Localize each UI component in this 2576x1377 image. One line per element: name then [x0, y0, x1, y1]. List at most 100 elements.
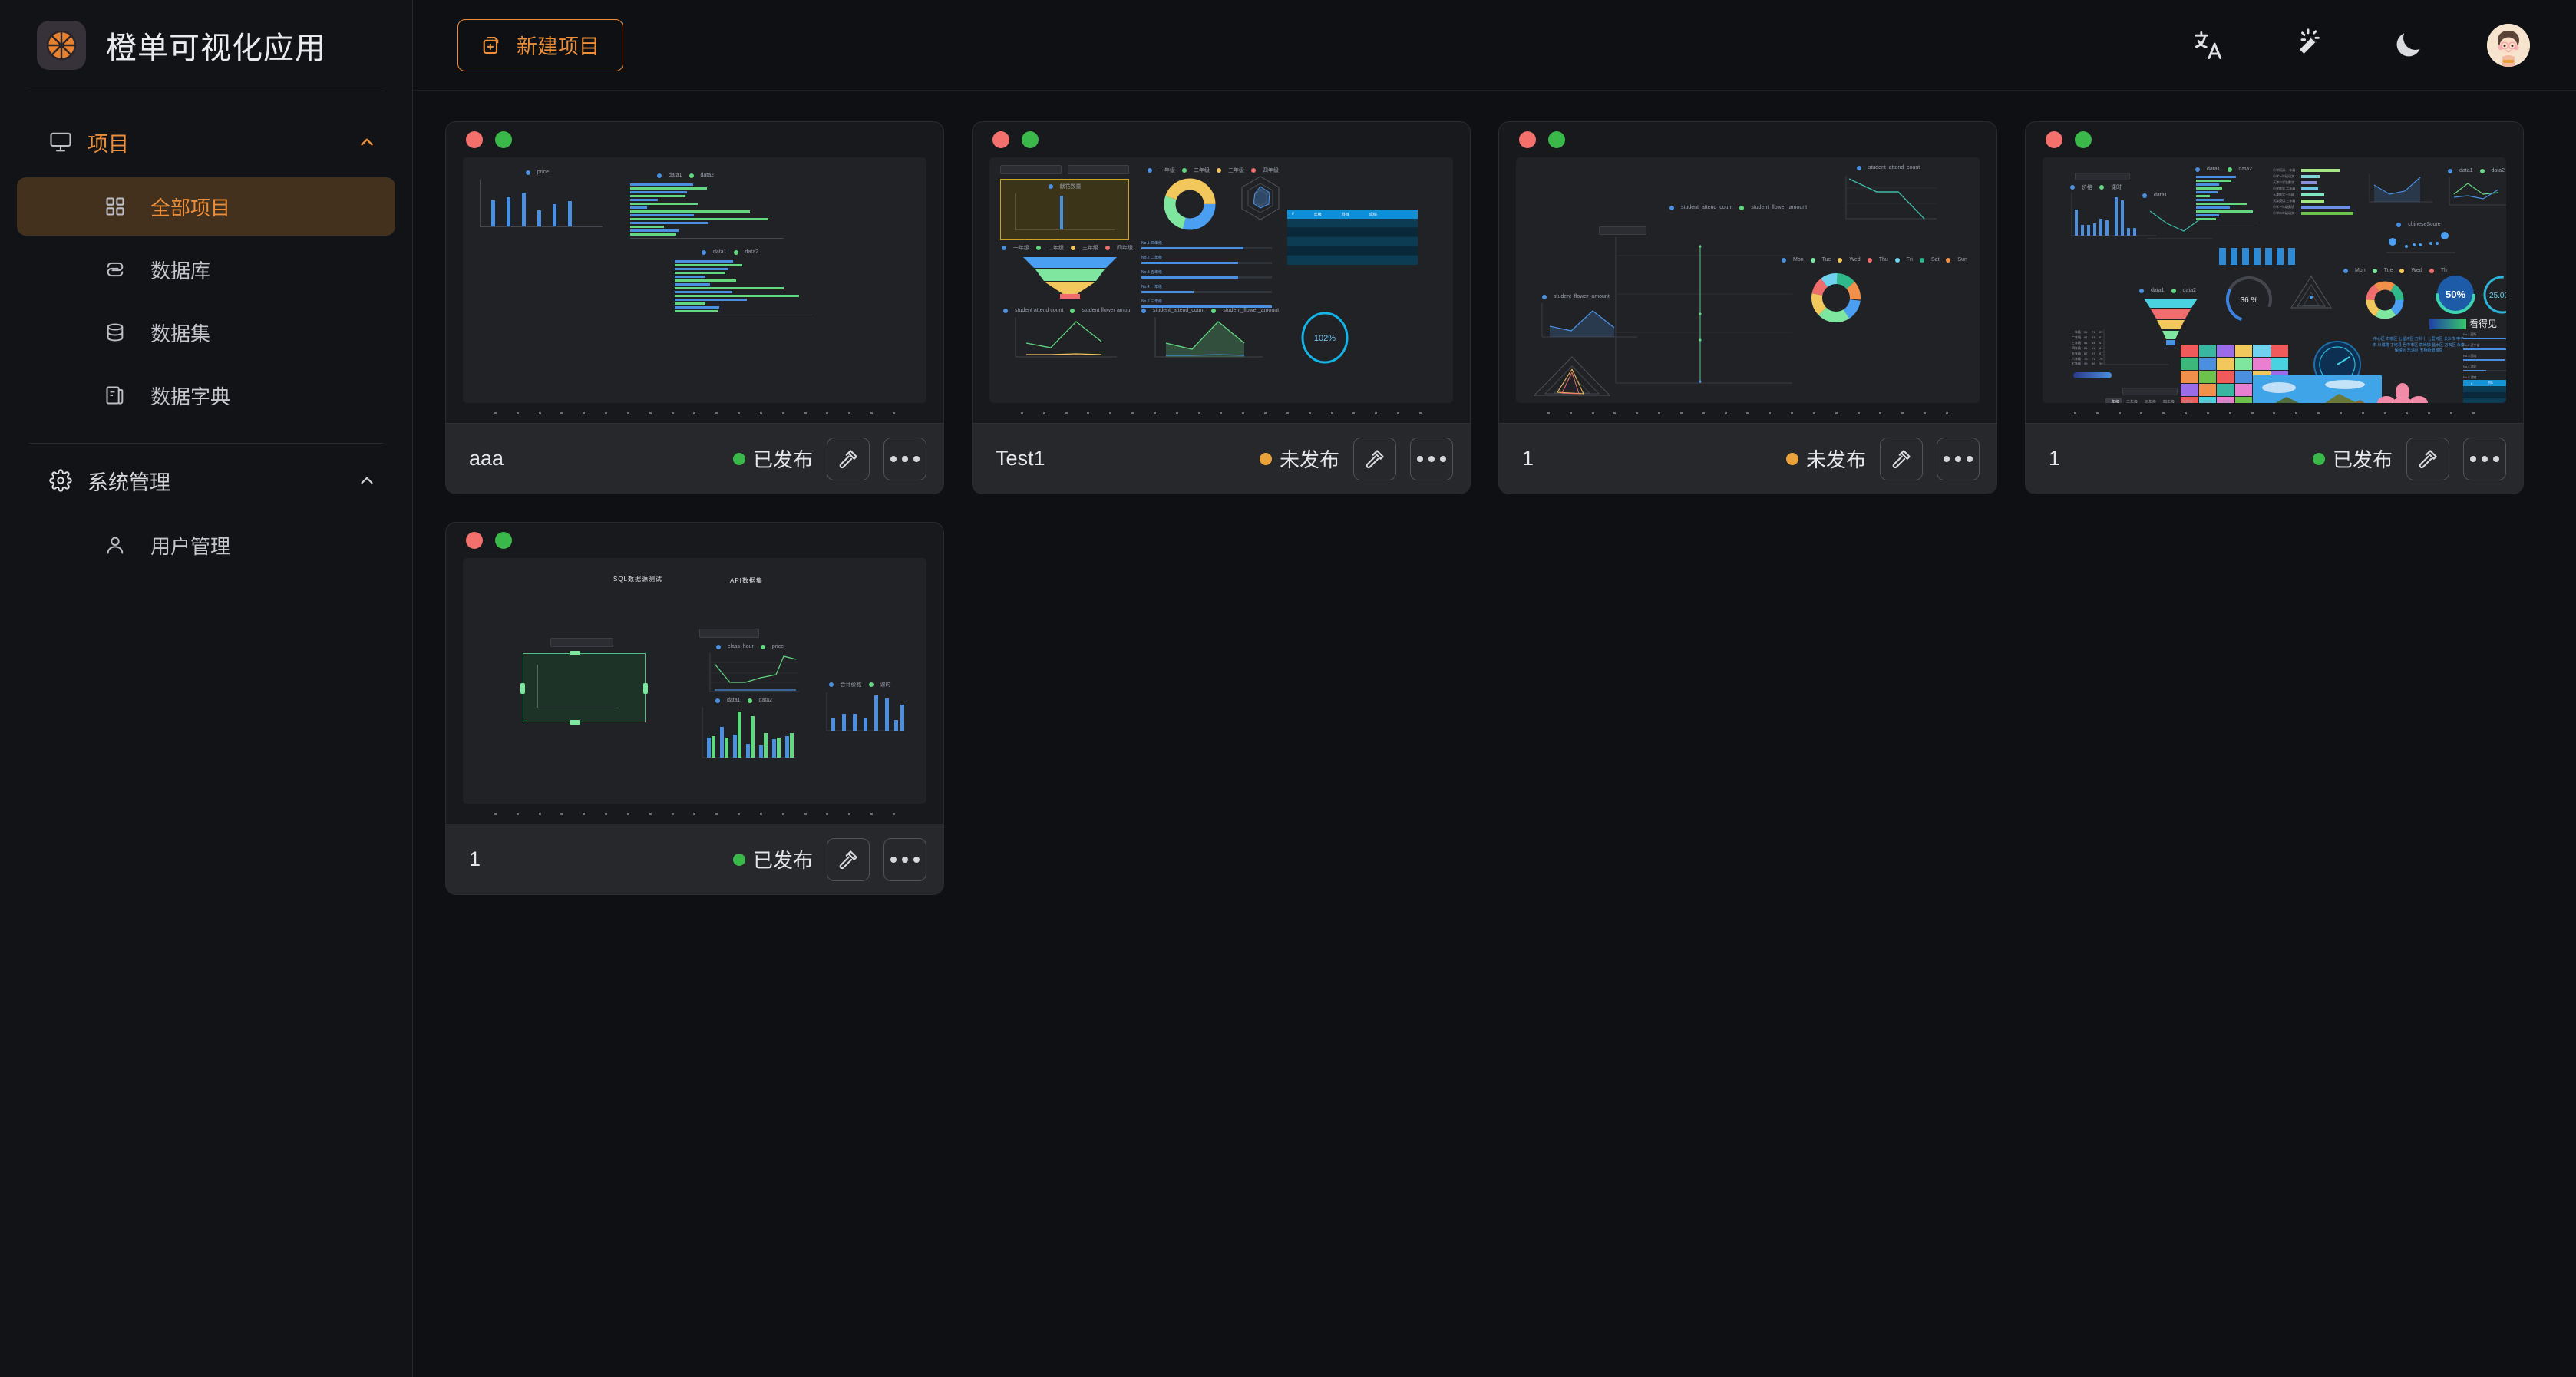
new-project-button[interactable]: 新建项目 [457, 18, 623, 71]
magic-wand-icon[interactable] [2287, 25, 2329, 66]
card-footer: Test1 未发布 [973, 423, 1470, 494]
sidebar-item-label: 用户管理 [150, 534, 231, 558]
hammer-icon[interactable] [827, 437, 870, 480]
project-card[interactable]: 价格 课时 data1 [2025, 121, 2524, 494]
status-badge: 未发布 [1785, 444, 1866, 473]
svg-text:41: 41 [2092, 346, 2095, 350]
sidebar-nav: 项目 全部项目 数据库 数据集 [0, 91, 412, 574]
card-thumbnail-wrap: SQL数据源测试 API数据集 [446, 558, 943, 824]
card-thumbnail: SQL数据源测试 API数据集 [463, 558, 926, 804]
thumbnail-ruler [1516, 403, 1980, 423]
sidebar-item-label: 数据库 [150, 259, 211, 282]
user-icon [100, 534, 130, 556]
svg-text:99: 99 [2084, 362, 2088, 365]
status-badge: 已发布 [732, 444, 813, 473]
sidebar: 橙单可视化应用 项目 全部项目 [0, 0, 433, 1377]
project-card[interactable]: student_attend_count student_attend_coun… [1498, 121, 1997, 494]
grid-icon [100, 196, 130, 217]
card-window-dots [1499, 122, 1996, 157]
sidebar-group-system[interactable]: 系统管理 [0, 450, 412, 511]
close-dot-icon [466, 532, 483, 549]
status-badge: 未发布 [1259, 444, 1339, 473]
sidebar-item-user-management[interactable]: 用户管理 [17, 516, 395, 574]
card-thumbnail: 价格 课时 data1 [2043, 157, 2506, 403]
svg-text:25.00%: 25.00% [2489, 292, 2506, 300]
card-thumbnail: 献花数量 一年级 二年级 三年级 四年级 [989, 157, 1453, 403]
project-card[interactable]: SQL数据源测试 API数据集 [445, 522, 944, 895]
status-label: 未发布 [1805, 448, 1866, 471]
project-card-grid: price data1 data2 [413, 91, 2576, 895]
svg-text:21: 21 [2084, 330, 2088, 334]
svg-text:63: 63 [2092, 335, 2095, 339]
svg-text:102%: 102% [1314, 334, 1336, 343]
status-badge: 已发布 [732, 845, 813, 873]
sidebar-item-all-projects[interactable]: 全部项目 [17, 177, 395, 236]
sidebar-divider [29, 443, 383, 444]
close-dot-icon [1519, 131, 1536, 148]
more-icon[interactable] [883, 837, 926, 881]
status-dot [732, 452, 745, 465]
chevron-up-icon[interactable] [354, 129, 380, 155]
book-icon [100, 385, 130, 406]
card-footer: 1 已发布 [446, 824, 943, 894]
sidebar-group-label: 系统管理 [88, 471, 170, 494]
topbar: 新建项目 [413, 0, 2576, 91]
svg-text:七年级: 七年级 [2072, 361, 2081, 365]
card-window-dots [2026, 122, 2523, 157]
sidebar-group-label: 项目 [88, 132, 129, 156]
card-title: aaa [469, 447, 504, 470]
card-window-dots [446, 122, 943, 157]
close-dot-icon [2046, 131, 2062, 148]
svg-text:50%: 50% [2446, 289, 2465, 300]
status-dot [1259, 452, 1272, 465]
sidebar-item-data-dictionary[interactable]: 数据字典 [17, 366, 395, 424]
hammer-icon[interactable] [2406, 437, 2449, 480]
card-window-dots [446, 523, 943, 558]
project-card[interactable]: price data1 data2 [445, 121, 944, 494]
avatar[interactable] [2487, 23, 2530, 67]
sidebar-group-projects[interactable]: 项目 [0, 111, 412, 173]
more-icon[interactable] [883, 437, 926, 480]
project-card[interactable]: 献花数量 一年级 二年级 三年级 四年级 [972, 121, 1471, 494]
more-icon[interactable] [1410, 437, 1453, 480]
svg-text:99: 99 [2099, 362, 2103, 365]
card-title: Test1 [996, 447, 1045, 470]
status-dot [2312, 452, 2325, 465]
sidebar-item-database[interactable]: 数据库 [17, 240, 395, 299]
gear-icon [49, 469, 88, 492]
orange-slice-icon [37, 21, 86, 70]
thumbnail-ruler [463, 804, 926, 824]
moon-icon[interactable] [2387, 25, 2429, 66]
svg-text:71: 71 [2092, 357, 2095, 361]
svg-text:47: 47 [2092, 352, 2095, 355]
svg-text:五年级: 五年级 [2072, 351, 2081, 355]
hammer-icon[interactable] [827, 837, 870, 881]
svg-text:二年级: 二年级 [2072, 335, 2081, 339]
svg-text:三年级: 三年级 [2072, 340, 2081, 345]
card-title: 1 [2049, 447, 2061, 470]
svg-text:36 %: 36 % [2241, 296, 2258, 305]
svg-text:51: 51 [2084, 341, 2088, 345]
svg-text:81: 81 [2099, 346, 2103, 350]
translate-icon[interactable] [2188, 25, 2229, 66]
card-thumbnail-wrap: 价格 课时 data1 [2026, 157, 2523, 423]
card-thumbnail-wrap: 献花数量 一年级 二年级 三年级 四年级 [973, 157, 1470, 423]
svg-text:81: 81 [2084, 346, 2088, 350]
card-footer: 1 已发布 [2026, 423, 2523, 494]
card-window-dots [973, 122, 1470, 157]
more-icon[interactable] [1937, 437, 1980, 480]
svg-text:四年级: 四年级 [2072, 345, 2081, 350]
add-file-icon [481, 34, 504, 57]
sidebar-item-label: 数据字典 [150, 385, 231, 408]
thumbnail-ruler [2043, 403, 2506, 423]
chevron-up-icon[interactable] [354, 467, 380, 494]
thumbnail-ruler [463, 403, 926, 423]
sidebar-item-dataset[interactable]: 数据集 [17, 303, 395, 362]
status-dot [732, 853, 745, 866]
card-thumbnail-wrap: price data1 data2 [446, 157, 943, 423]
hammer-icon[interactable] [1880, 437, 1923, 480]
hammer-icon[interactable] [1353, 437, 1396, 480]
more-icon[interactable] [2463, 437, 2506, 480]
card-title: 1 [469, 847, 481, 870]
svg-text:61: 61 [2084, 335, 2088, 339]
